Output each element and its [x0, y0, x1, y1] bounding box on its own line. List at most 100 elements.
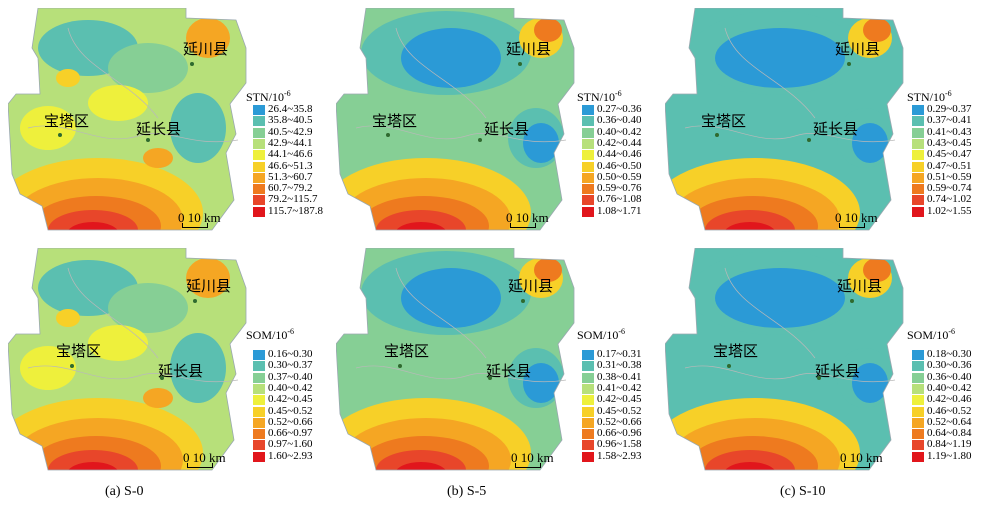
legend-label: 0.43~0.45: [927, 136, 972, 149]
legend-label: 0.17~0.31: [597, 348, 642, 360]
yanchang-marker: [807, 138, 811, 142]
legend-swatch: [253, 105, 265, 115]
legend-label: 115.7~187.8: [268, 204, 324, 217]
legend-swatch: [912, 138, 924, 149]
legend-swatch: [582, 105, 594, 115]
legend-label: 0.42~0.45: [597, 393, 642, 406]
legend-swatch: [912, 406, 924, 417]
legend-label: 0.47~0.51: [927, 159, 972, 172]
legend-label: 0.40~0.42: [268, 381, 313, 394]
legend-label: 0.45~0.52: [268, 404, 313, 417]
legend-swatch: [912, 172, 924, 183]
legend-swatch: [912, 150, 924, 161]
legend-swatch: [253, 350, 265, 360]
legend-swatch: [912, 350, 924, 360]
stn-map: [8, 8, 247, 231]
legend-swatch: [582, 372, 594, 383]
panel-s-5-stn: 延川县 宝塔区 延长县 0 10 km: [336, 8, 666, 248]
legend-title: STN/10-6: [907, 89, 952, 104]
legend-label: 0.66~0.96: [597, 427, 642, 440]
legend-label: 0.52~0.66: [597, 415, 642, 428]
legend-label: 0.29~0.37: [927, 103, 972, 115]
legend-title: SOM/10-6: [907, 327, 956, 342]
label-yanchang: 延长县: [158, 362, 204, 380]
legend-swatch: [582, 127, 594, 138]
yanchang-marker: [817, 376, 821, 380]
legend-label: 40.5~42.9: [268, 125, 313, 138]
legend-label: 26.4~35.8: [268, 103, 313, 115]
legend-swatch: [582, 361, 594, 372]
legend-swatch: [912, 161, 924, 172]
legend-label: 79.2~115.7: [268, 193, 318, 206]
scale-bar: 0 10 km: [506, 210, 549, 228]
legend-swatch: [912, 127, 924, 138]
label-baota: 宝塔区: [701, 112, 747, 130]
legend-label: 1.19~1.80: [927, 449, 972, 462]
label-baota: 宝塔区: [56, 342, 102, 360]
yanchuan-marker: [193, 299, 197, 303]
legend-swatch: [912, 116, 924, 127]
legend-label: 35.8~40.5: [268, 114, 313, 127]
legend-label: 0.76~1.08: [597, 193, 642, 206]
legend-label: 0.31~0.38: [597, 359, 642, 372]
legend-label: 0.45~0.52: [597, 404, 642, 417]
label-yanchuan: 延川县: [183, 40, 229, 58]
legend-swatch: [253, 451, 265, 462]
label-yanchuan: 延川县: [835, 40, 881, 58]
legend-label: 0.45~0.47: [927, 148, 972, 161]
legend-swatch: [253, 361, 265, 372]
legend-label: 0.30~0.37: [268, 359, 313, 372]
legend-swatch: [582, 206, 594, 217]
baota-marker: [70, 364, 74, 368]
legend-swatch: [912, 195, 924, 206]
yanchang-marker: [146, 138, 150, 142]
label-yanchang: 延长县: [813, 120, 859, 138]
legend-label: 46.6~51.3: [268, 159, 313, 172]
label-baota: 宝塔区: [44, 112, 90, 130]
legend-swatch: [912, 361, 924, 372]
legend-swatch: [253, 429, 265, 440]
legend-label: 0.64~0.84: [927, 427, 972, 440]
legend-label: 0.16~0.30: [268, 348, 313, 360]
legend-swatch: [253, 116, 265, 127]
legend-swatch: [253, 161, 265, 172]
legend-label: 0.40~0.42: [597, 125, 642, 138]
legend-swatch: [912, 372, 924, 383]
legend-label: 0.59~0.74: [927, 182, 972, 195]
legend-label: 0.42~0.44: [597, 136, 642, 149]
panel-s-5-som: 延川县 宝塔区 延长县 0 10 km: [336, 248, 666, 488]
legend-swatch: [912, 184, 924, 195]
legend-swatch: [253, 150, 265, 161]
label-baota: 宝塔区: [372, 112, 418, 130]
yanchang-marker: [478, 138, 482, 142]
scale-bar: 0 10 km: [835, 210, 878, 228]
yanchuan-marker: [847, 62, 851, 66]
label-yanchang: 延长县: [815, 362, 861, 380]
yanchuan-marker: [518, 62, 522, 66]
legend-label: 0.18~0.30: [927, 348, 972, 360]
label-yanchuan: 延川县: [186, 277, 232, 295]
legend-title: STN/10-6: [577, 89, 622, 104]
legend-label: 0.51~0.59: [927, 170, 972, 183]
label-yanchuan: 延川县: [506, 40, 552, 58]
legend-swatch: [912, 105, 924, 115]
legend-label: 0.42~0.45: [268, 393, 313, 406]
legend-swatch: [253, 417, 265, 428]
legend-swatch: [912, 429, 924, 440]
legend-label: 0.41~0.42: [597, 381, 642, 394]
legend-swatch: [253, 138, 265, 149]
legend-label: 0.96~1.58: [597, 438, 642, 451]
legend-swatch: [582, 406, 594, 417]
legend-label: 0.59~0.76: [597, 182, 642, 195]
scale-bar: 0 10 km: [183, 450, 226, 468]
legend-label: 1.58~2.93: [597, 449, 642, 462]
legend-label: 0.46~0.52: [927, 404, 972, 417]
legend-label: 0.97~1.60: [268, 438, 313, 451]
label-yanchang: 延长县: [486, 362, 532, 380]
label-baota: 宝塔区: [384, 342, 430, 360]
legend-label: 0.74~1.02: [927, 193, 972, 206]
legend-swatch: [253, 372, 265, 383]
panel-s-0-som: 延川县宝塔区延长县 0 10 km: [8, 248, 338, 488]
scale-bar: 0 10 km: [511, 450, 554, 468]
panel-s-10-stn: 延川县宝塔区 延长县 0 10 km: [665, 8, 995, 248]
